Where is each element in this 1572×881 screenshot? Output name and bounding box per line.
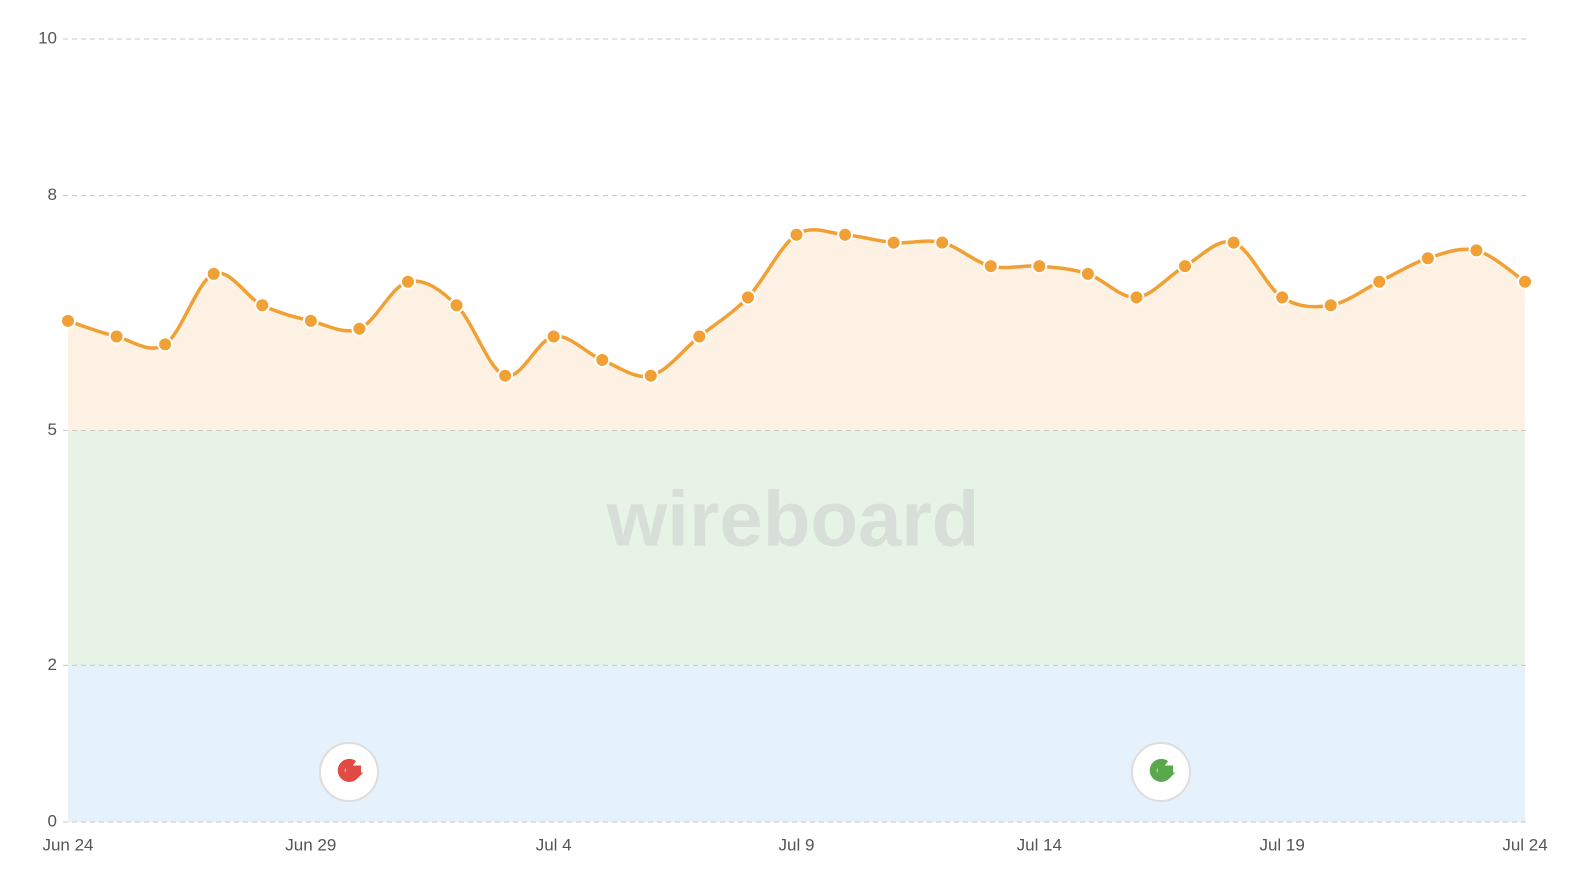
point <box>1079 265 1096 282</box>
band <box>68 665 1525 822</box>
point <box>739 289 756 306</box>
point <box>837 226 854 243</box>
point <box>1177 258 1194 275</box>
point <box>108 328 125 345</box>
x-tick-label: Jul 9 <box>779 835 815 854</box>
point <box>302 312 319 329</box>
point <box>1322 297 1339 314</box>
point <box>448 297 465 314</box>
point <box>1128 289 1145 306</box>
point <box>1225 234 1242 251</box>
band <box>68 430 1525 666</box>
event-icon[interactable] <box>319 742 379 802</box>
point <box>1419 250 1436 267</box>
event-icon[interactable] <box>1131 742 1191 802</box>
watermark: wireboard <box>606 475 980 563</box>
point <box>594 352 611 369</box>
point <box>399 273 416 290</box>
y-tick-label: 0 <box>48 811 57 830</box>
x-tick-label: Jun 24 <box>42 835 93 854</box>
x-tick-label: Jul 14 <box>1017 835 1062 854</box>
point <box>254 297 271 314</box>
point <box>351 320 368 337</box>
point <box>157 336 174 353</box>
y-tick-label: 8 <box>48 185 57 204</box>
point <box>982 258 999 275</box>
point <box>1031 258 1048 275</box>
point <box>205 265 222 282</box>
x-tick-label: Jul 24 <box>1502 835 1547 854</box>
point <box>788 226 805 243</box>
y-tick-label: 10 <box>38 28 57 47</box>
point <box>497 367 514 384</box>
point <box>691 328 708 345</box>
point <box>934 234 951 251</box>
area <box>68 229 1525 431</box>
y-tick-label: 5 <box>48 420 57 439</box>
x-tick-label: Jul 4 <box>536 835 572 854</box>
point <box>1517 273 1533 290</box>
point <box>885 234 902 251</box>
point <box>642 367 659 384</box>
point <box>1468 242 1485 259</box>
y-tick-label: 2 <box>48 655 57 674</box>
x-tick-label: Jul 19 <box>1259 835 1304 854</box>
point <box>545 328 562 345</box>
point <box>1274 289 1291 306</box>
x-tick-label: Jun 29 <box>285 835 336 854</box>
background-layer <box>68 229 1525 822</box>
point <box>60 312 76 329</box>
point <box>1371 273 1388 290</box>
